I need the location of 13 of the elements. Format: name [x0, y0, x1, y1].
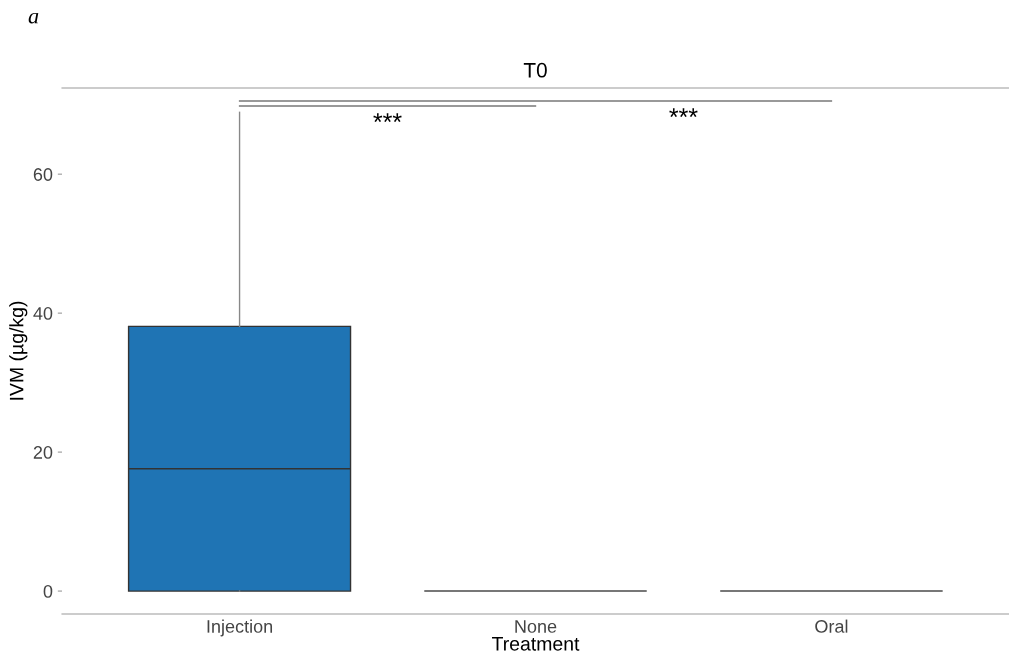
- x-tick-label: Injection: [207, 619, 273, 637]
- y-tick-label: 0: [43, 585, 53, 598]
- y-axis-title: IVM (µg/kg): [9, 301, 28, 400]
- x-tick-label: Oral: [815, 619, 848, 633]
- y-tick-label: 20: [33, 446, 53, 459]
- annotation: ***: [669, 108, 698, 118]
- y-tick-label: 60: [33, 168, 53, 181]
- x-tick-label: None: [515, 620, 557, 633]
- text: a: [28, 12, 39, 24]
- annotation: ***: [373, 113, 402, 123]
- y-tick-label: 40: [33, 307, 53, 320]
- chart-title: T0: [523, 62, 547, 78]
- x-axis-title: Treatment: [492, 637, 580, 651]
